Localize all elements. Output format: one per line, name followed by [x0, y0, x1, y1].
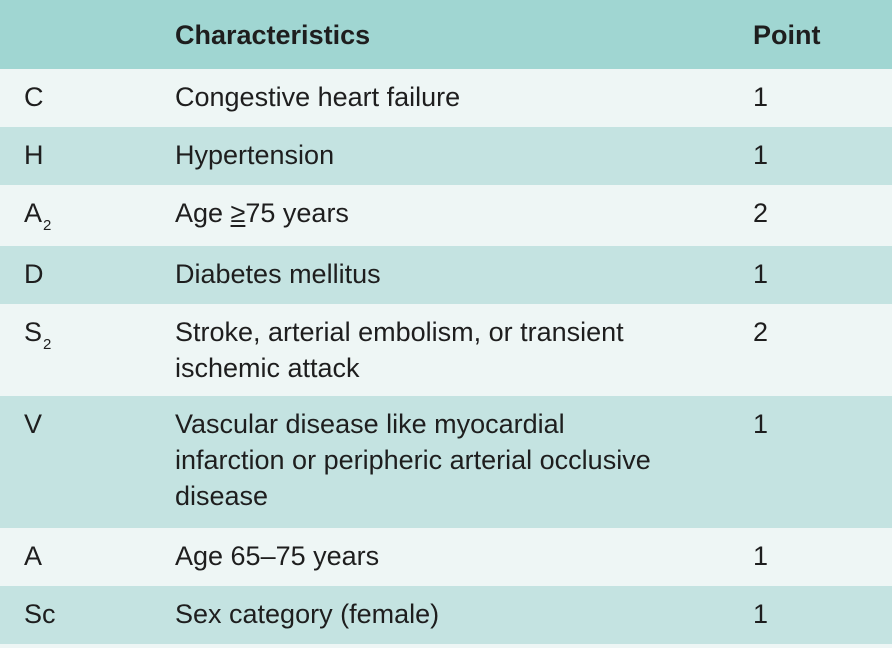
- row-letter: D: [0, 246, 175, 304]
- table-row: H Hypertension 1: [0, 127, 892, 185]
- row-letter-subscript: 2: [43, 336, 52, 353]
- row-point: 1: [753, 127, 892, 185]
- row-characteristic: Age 65–75 years: [175, 528, 753, 586]
- table-row: A2 Age ≥75 years 2: [0, 185, 892, 246]
- row-point: 1: [753, 528, 892, 586]
- row-characteristic: Stroke, arterial embolism, or transient i…: [175, 304, 753, 396]
- row-characteristic: Age ≥75 years: [175, 185, 753, 246]
- table-row: S2 Stroke, arterial embolism, or transie…: [0, 304, 892, 396]
- row-letter: C: [0, 69, 175, 127]
- row-characteristic: Vascular disease like myocardial infarcti…: [175, 396, 753, 528]
- header-point: Point: [753, 0, 892, 69]
- row-point: 1: [753, 396, 892, 528]
- row-letter-subscript: 2: [43, 217, 52, 234]
- row-letter: A: [0, 528, 175, 586]
- header-blank: [0, 0, 175, 69]
- header-characteristics: Characteristics: [175, 0, 753, 69]
- table-row: V Vascular disease like myocardial infarc…: [0, 396, 892, 528]
- table-row: A Age 65–75 years 1: [0, 528, 892, 586]
- row-letter: A2: [0, 185, 175, 246]
- row-point: 1: [753, 246, 892, 304]
- row-characteristic: Diabetes mellitus: [175, 246, 753, 304]
- header-row: Characteristics Point: [0, 0, 892, 69]
- table-row: C Congestive heart failure 1: [0, 69, 892, 127]
- row-point: 2: [753, 304, 892, 396]
- table-row: Sc Sex category (female) 1: [0, 586, 892, 644]
- row-letter: S2: [0, 304, 175, 396]
- row-point: 1: [753, 69, 892, 127]
- row-point: 2: [753, 185, 892, 246]
- row-point: 1: [753, 586, 892, 644]
- greater-equal-symbol: ≥: [230, 198, 246, 228]
- row-characteristic: Sex category (female): [175, 586, 753, 644]
- row-letter: Sc: [0, 586, 175, 644]
- row-letter: H: [0, 127, 175, 185]
- row-characteristic: Congestive heart failure: [175, 69, 753, 127]
- row-characteristic: Hypertension: [175, 127, 753, 185]
- table-row: D Diabetes mellitus 1: [0, 246, 892, 304]
- row-letter: V: [0, 396, 175, 528]
